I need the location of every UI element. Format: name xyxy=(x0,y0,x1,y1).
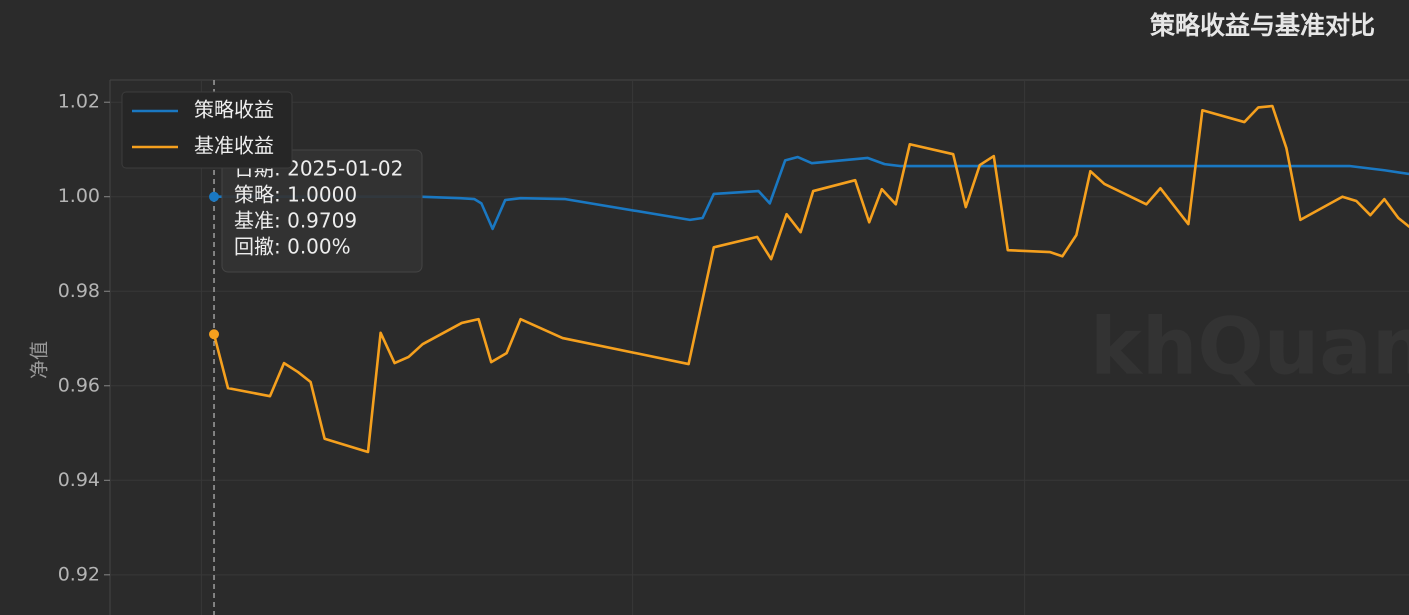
tooltip-box xyxy=(221,149,423,273)
legend-label: 基准收益 xyxy=(194,134,274,158)
series-line xyxy=(214,155,1409,231)
chart-title: 策略收益与基准对比 xyxy=(1150,11,1375,40)
tooltip-line: 回撤: 0.00% xyxy=(234,235,351,259)
y-axis-label: 净值 xyxy=(29,341,51,379)
y-tick-label: 0.98 xyxy=(58,280,100,302)
y-tick-label: 1.00 xyxy=(58,185,100,207)
cursor-dot xyxy=(209,191,220,202)
legend-label: 策略收益 xyxy=(194,98,274,122)
tooltip-line: 基准: 0.9709 xyxy=(234,209,357,233)
tooltip-line: 策略: 1.0000 xyxy=(234,183,357,207)
series-line xyxy=(212,104,1409,454)
y-tick-label: 0.96 xyxy=(58,374,100,396)
cursor-dot xyxy=(209,329,220,340)
y-tick-label: 0.92 xyxy=(58,563,100,585)
y-tick-label: 0.94 xyxy=(58,469,100,491)
watermark: khQuant xyxy=(1090,302,1409,392)
y-tick-label: 1.02 xyxy=(58,91,100,113)
